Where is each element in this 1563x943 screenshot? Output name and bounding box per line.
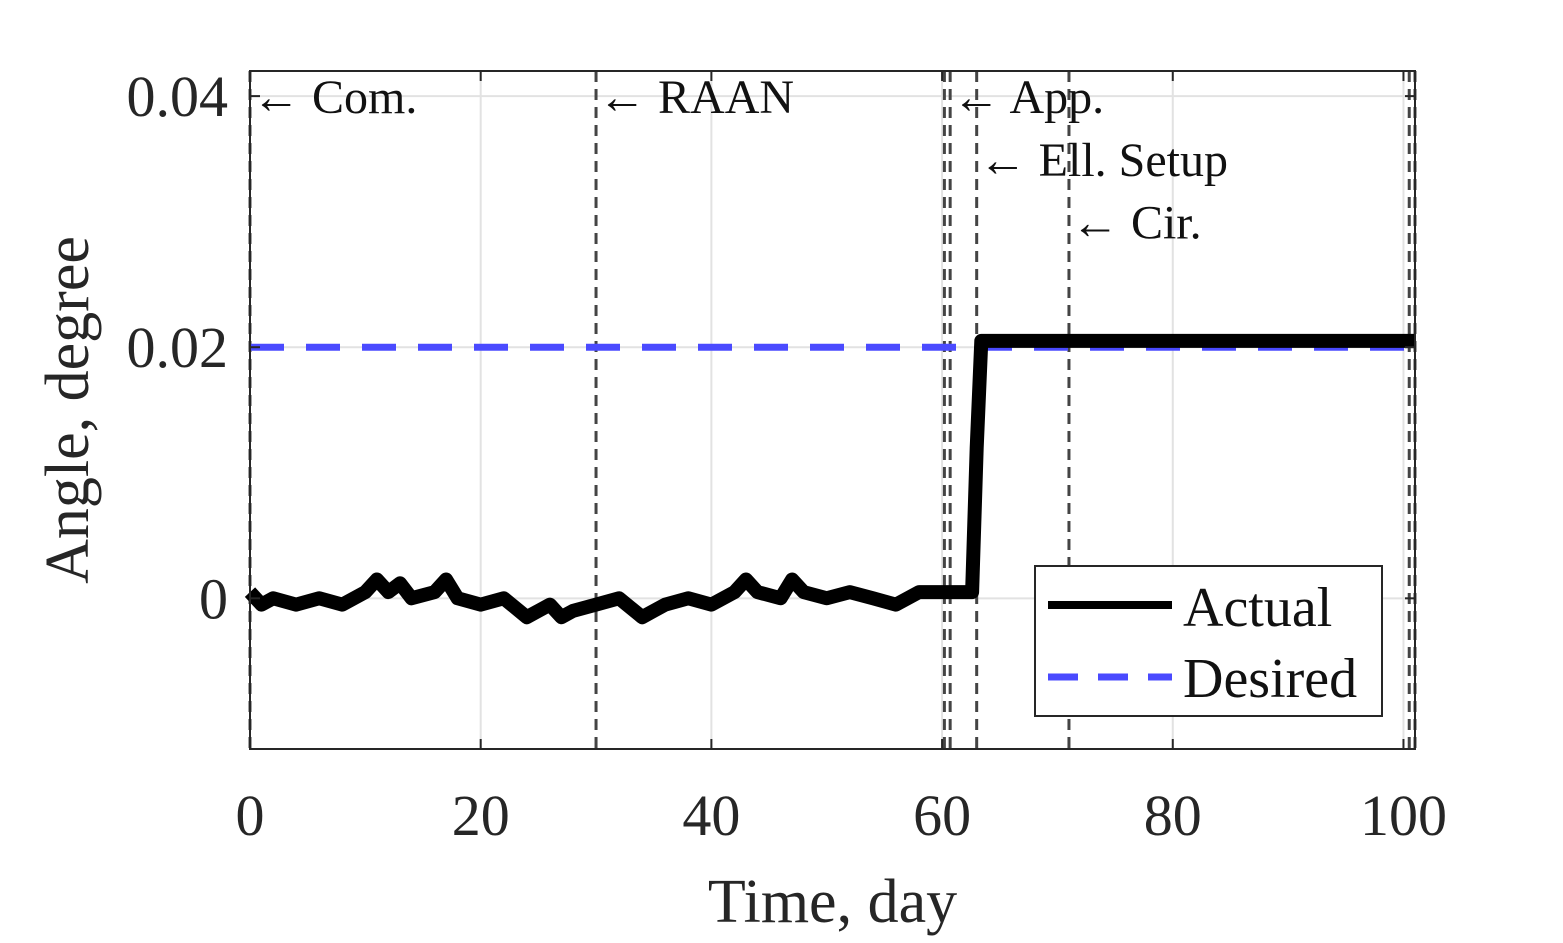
x-tick-label: 0 bbox=[236, 783, 265, 848]
legend-box bbox=[1034, 565, 1383, 717]
ticks-layer: 0 20 40 60 80 100 0 0.02 0.04 bbox=[127, 64, 1447, 848]
event-annotation: ← App. bbox=[952, 71, 1104, 124]
x-tick-label: 20 bbox=[452, 783, 510, 848]
x-tick-label: 80 bbox=[1144, 783, 1202, 848]
event-annotation: ← Ell. Setup bbox=[979, 134, 1228, 187]
event-annotation: ← Cir. bbox=[1071, 197, 1202, 250]
legend: Actual Desired bbox=[1034, 565, 1383, 717]
y-tick-label: 0.04 bbox=[127, 64, 229, 129]
x-tick-label: 40 bbox=[682, 783, 740, 848]
plot-frame bbox=[249, 70, 1416, 750]
series-actual-line bbox=[244, 333, 1415, 625]
series-layer bbox=[244, 333, 1415, 625]
event-annotation: ← Com. bbox=[252, 71, 417, 124]
x-axis-title: Time, day bbox=[708, 868, 957, 936]
annotations-layer: ← Com. ← RAAN ← App. ← Ell. Setup ← Cir. bbox=[252, 71, 1228, 250]
x-tick-label: 60 bbox=[913, 783, 971, 848]
x-tick-label: 100 bbox=[1360, 783, 1447, 848]
legend-label-desired: Desired bbox=[1183, 648, 1357, 710]
y-axis-title: Angle, degree bbox=[34, 236, 102, 584]
legend-label-actual: Actual bbox=[1183, 577, 1332, 639]
event-annotation: ← RAAN bbox=[598, 71, 794, 124]
y-tick-label: 0.02 bbox=[127, 315, 229, 380]
y-tick-label: 0 bbox=[199, 566, 228, 631]
